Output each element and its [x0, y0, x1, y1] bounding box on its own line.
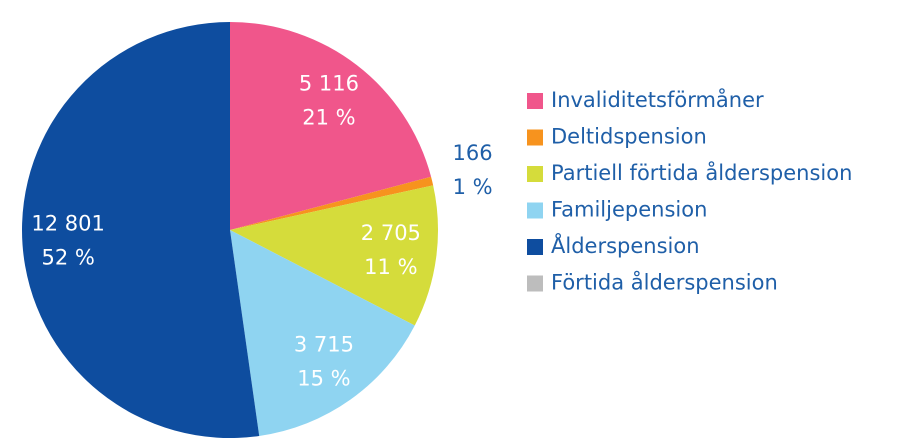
slice-value-label: 12 801 — [31, 211, 104, 235]
pie-slice — [22, 22, 260, 438]
slice-percent-label: 1 % — [453, 175, 493, 199]
legend-label: Familjepension — [551, 198, 707, 222]
pie-slice — [230, 185, 439, 326]
legend-swatch — [527, 93, 543, 109]
slice-value-label: 2 705 — [361, 221, 421, 245]
legend-swatch — [527, 129, 543, 146]
pie-slice — [230, 230, 415, 436]
legend-label: Partiell förtida ålderspension — [551, 160, 852, 185]
legend-swatch — [527, 239, 543, 255]
slice-value-label: 5 116 — [299, 71, 359, 95]
legend-swatch — [527, 166, 543, 182]
slice-value-label: 166 — [453, 141, 493, 165]
pie-slice — [230, 22, 432, 230]
legend-swatch — [527, 275, 543, 292]
slice-percent-label: 15 % — [297, 366, 350, 390]
slice-percent-label: 52 % — [41, 245, 94, 269]
legend-label: Deltidspension — [551, 125, 707, 149]
legend-label: Förtida ålderspension — [551, 270, 778, 295]
slice-percent-label: 11 % — [364, 255, 417, 279]
legend-label: Invaliditetsförmåner — [551, 87, 764, 112]
slice-percent-label: 21 % — [302, 105, 355, 129]
legend-label: Ålderspension — [551, 232, 700, 258]
pie-slice — [230, 176, 434, 230]
legend-swatch — [527, 202, 543, 219]
slice-value-label: 3 715 — [294, 332, 354, 356]
